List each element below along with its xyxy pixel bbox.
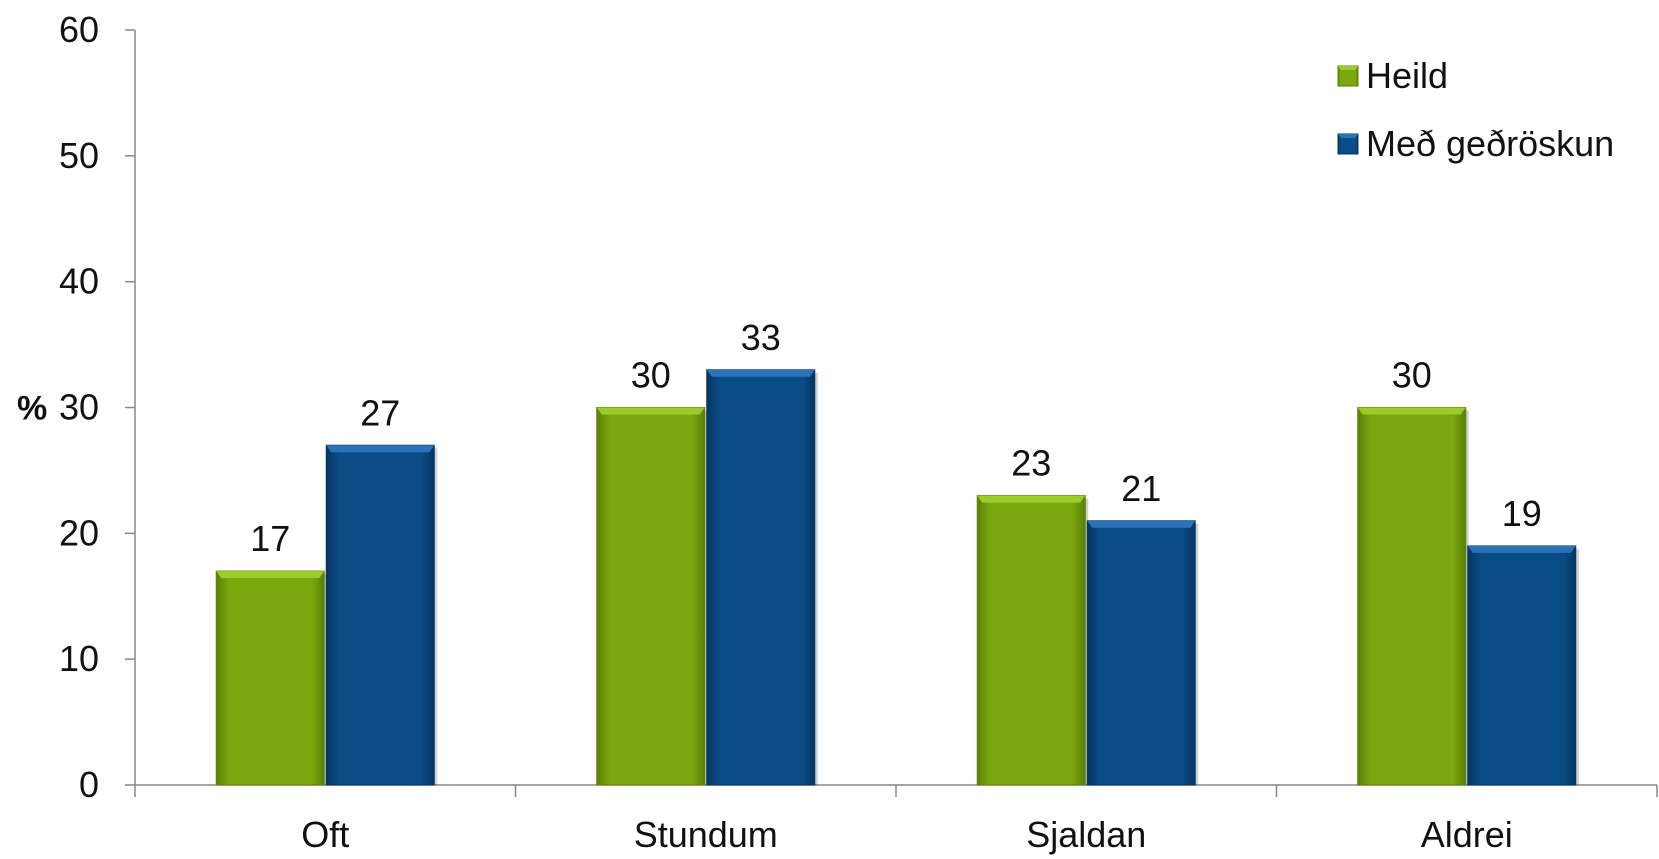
y-tick-label: 50 <box>59 135 99 176</box>
y-tick-label: 0 <box>79 764 99 805</box>
bar <box>1086 520 1199 786</box>
data-label: 30 <box>1392 355 1432 396</box>
bar-body <box>1086 520 1196 786</box>
x-tick-label: Sjaldan <box>1026 814 1146 855</box>
data-label: 27 <box>360 392 400 433</box>
legend-label: Heild <box>1366 55 1448 96</box>
data-label: 19 <box>1502 493 1542 534</box>
y-axis-label: % <box>17 390 47 428</box>
bar-bevel-top <box>326 445 435 453</box>
legend-item: Heild <box>1337 55 1448 96</box>
bar-body <box>215 570 325 786</box>
bar <box>706 369 818 786</box>
y-tick-label: 60 <box>59 9 99 50</box>
legend-label: Með geðröskun <box>1366 123 1614 164</box>
x-tick-label: Stundum <box>634 814 778 855</box>
bar <box>1357 407 1469 786</box>
legend-item: Með geðröskun <box>1337 123 1614 164</box>
bar-body <box>976 495 1086 786</box>
x-tick-label: Oft <box>301 814 349 855</box>
data-label: 17 <box>250 518 290 559</box>
bar-body <box>1357 407 1467 786</box>
y-tick-label: 20 <box>59 512 99 553</box>
bar-bevel-top <box>706 369 815 377</box>
bar <box>325 444 438 786</box>
bar <box>596 407 708 786</box>
legend-swatch-bevel <box>1338 66 1358 70</box>
bar-bevel-top <box>596 407 705 415</box>
y-tick-label: 30 <box>59 387 99 428</box>
y-tick-label: 10 <box>59 638 99 679</box>
bars <box>215 369 1579 786</box>
bar-bevel-top <box>216 571 325 579</box>
data-label: 23 <box>1011 443 1051 484</box>
y-tick-label: 40 <box>59 261 99 302</box>
data-label: 30 <box>631 355 671 396</box>
x-tick-label: Aldrei <box>1421 814 1513 855</box>
data-label: 33 <box>741 317 781 358</box>
data-label: 21 <box>1121 468 1161 509</box>
data-labels: 17 27 30 33 23 21 30 19 <box>250 317 1542 559</box>
legend: Heild Með geðröskun <box>1337 55 1614 164</box>
bar <box>976 495 1089 786</box>
bar <box>215 570 328 786</box>
bar-body <box>1467 545 1577 786</box>
bar-bevel-top <box>1467 545 1576 553</box>
bar-bevel-top <box>1087 520 1196 528</box>
legend-swatch-bevel <box>1338 134 1358 138</box>
bar <box>1467 545 1579 786</box>
axes: 0 10 20 30 40 50 60% Oft Stundum Sjaldan Aldrei <box>17 9 1658 855</box>
bar-body <box>325 444 435 786</box>
bar-body <box>596 407 706 786</box>
bar-body <box>706 369 816 786</box>
bar-bevel-top <box>1357 407 1466 415</box>
bar-bevel-top <box>977 495 1086 503</box>
